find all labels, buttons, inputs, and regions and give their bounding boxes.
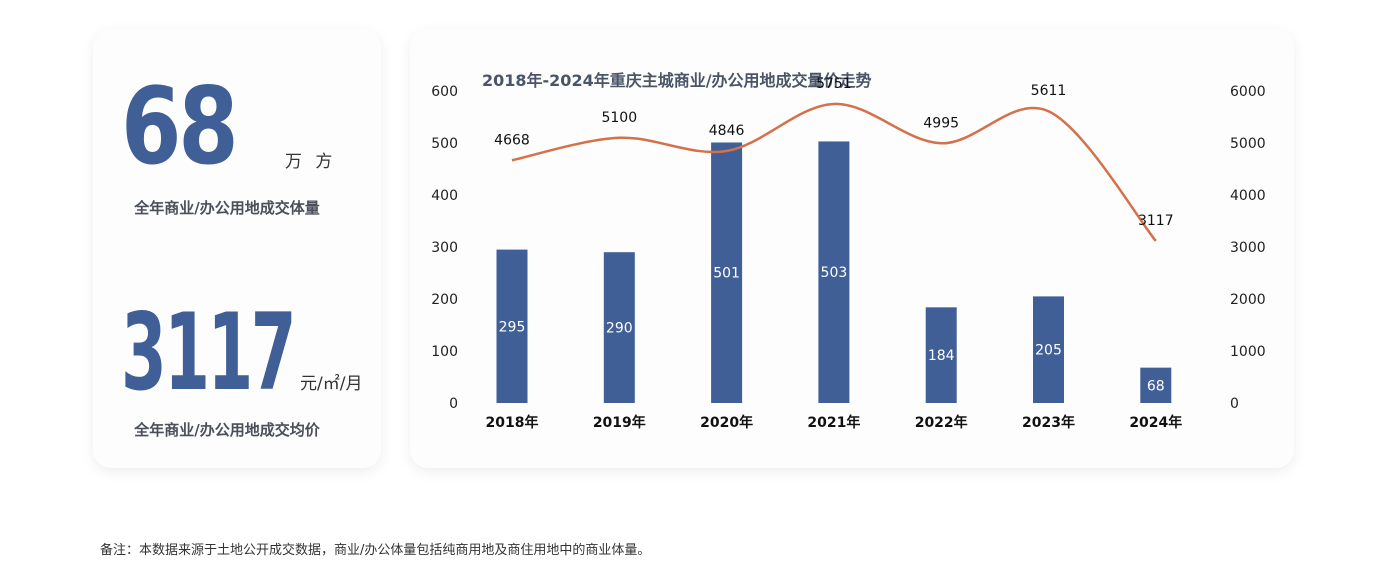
y-right-tick-label: 2000 <box>1230 292 1266 308</box>
bar-value-label: 290 <box>606 321 633 337</box>
bar-value-label: 501 <box>713 266 740 282</box>
line-value-label: 3117 <box>1138 213 1174 229</box>
x-tick-label: 2020年 <box>700 414 753 431</box>
y-right-tick-label: 3000 <box>1230 240 1266 256</box>
chart-title: 2018年-2024年重庆主城商业/办公用地成交量价走势 <box>482 71 872 90</box>
footnote: 备注：本数据来源于土地公开成交数据，商业/办公体量包括纯商用地及商住用地中的商业… <box>100 543 651 558</box>
price-value: 3117 <box>121 291 296 414</box>
price-line <box>511 102 1157 242</box>
y-right-tick-label: 5000 <box>1230 136 1266 152</box>
x-tick-label: 2018年 <box>486 414 539 431</box>
volume-unit: 万 方 <box>285 152 337 172</box>
x-tick-label: 2022年 <box>915 414 968 431</box>
bar <box>1140 367 1172 403</box>
bar <box>925 307 957 403</box>
y-left-tick-label: 100 <box>431 344 458 360</box>
bar <box>711 142 743 403</box>
combo-chart: 0100200300400500600010002000300040005000… <box>431 76 1266 431</box>
line-value-label: 5751 <box>816 76 852 92</box>
bar-value-label: 295 <box>499 319 526 335</box>
x-tick-label: 2021年 <box>807 414 860 431</box>
y-right-tick-label: 6000 <box>1230 84 1266 100</box>
chart-card: 2018年-2024年重庆主城商业/办公用地成交量价走势 0 100 200 300 4… <box>410 29 1294 468</box>
summary-card: 68 万 方 全年商业/办公用地成交体量 3117 元/㎡/月 全年商业/办公用… <box>93 29 381 468</box>
bar-value-label: 184 <box>928 348 955 364</box>
price-unit: 元/㎡/月 <box>300 374 363 394</box>
bar <box>818 141 850 403</box>
line-value-label: 4995 <box>923 115 959 131</box>
y-left-tick-label: 300 <box>431 240 458 256</box>
y-left-tick-label: 0 <box>449 396 458 412</box>
line-value-label: 4668 <box>494 132 530 148</box>
volume-label: 全年商业/办公用地成交体量 <box>134 199 320 217</box>
x-tick-label: 2024年 <box>1129 414 1182 431</box>
y-left-tick-label: 200 <box>431 292 458 308</box>
bar-value-label: 205 <box>1035 343 1062 359</box>
y-left-tick-label: 500 <box>431 136 458 152</box>
y-right-tick-label: 1000 <box>1230 344 1266 360</box>
line-value-label: 4846 <box>709 123 745 139</box>
bar <box>496 249 528 403</box>
x-tick-label: 2019年 <box>593 414 646 431</box>
bar-value-label: 503 <box>821 265 848 281</box>
line-value-label: 5611 <box>1031 83 1067 99</box>
y-right-tick-label: 0 <box>1230 396 1239 412</box>
price-label: 全年商业/办公用地成交均价 <box>134 421 320 439</box>
y-right-tick-label: 4000 <box>1230 188 1266 204</box>
bar-value-label: 68 <box>1147 378 1165 394</box>
bar <box>603 252 635 403</box>
volume-value: 68 <box>121 65 239 188</box>
bar <box>1033 296 1064 403</box>
y-left-tick-label: 600 <box>431 84 458 100</box>
x-tick-label: 2023年 <box>1022 414 1075 431</box>
line-value-label: 5100 <box>601 110 637 126</box>
y-left-tick-label: 400 <box>431 188 458 204</box>
